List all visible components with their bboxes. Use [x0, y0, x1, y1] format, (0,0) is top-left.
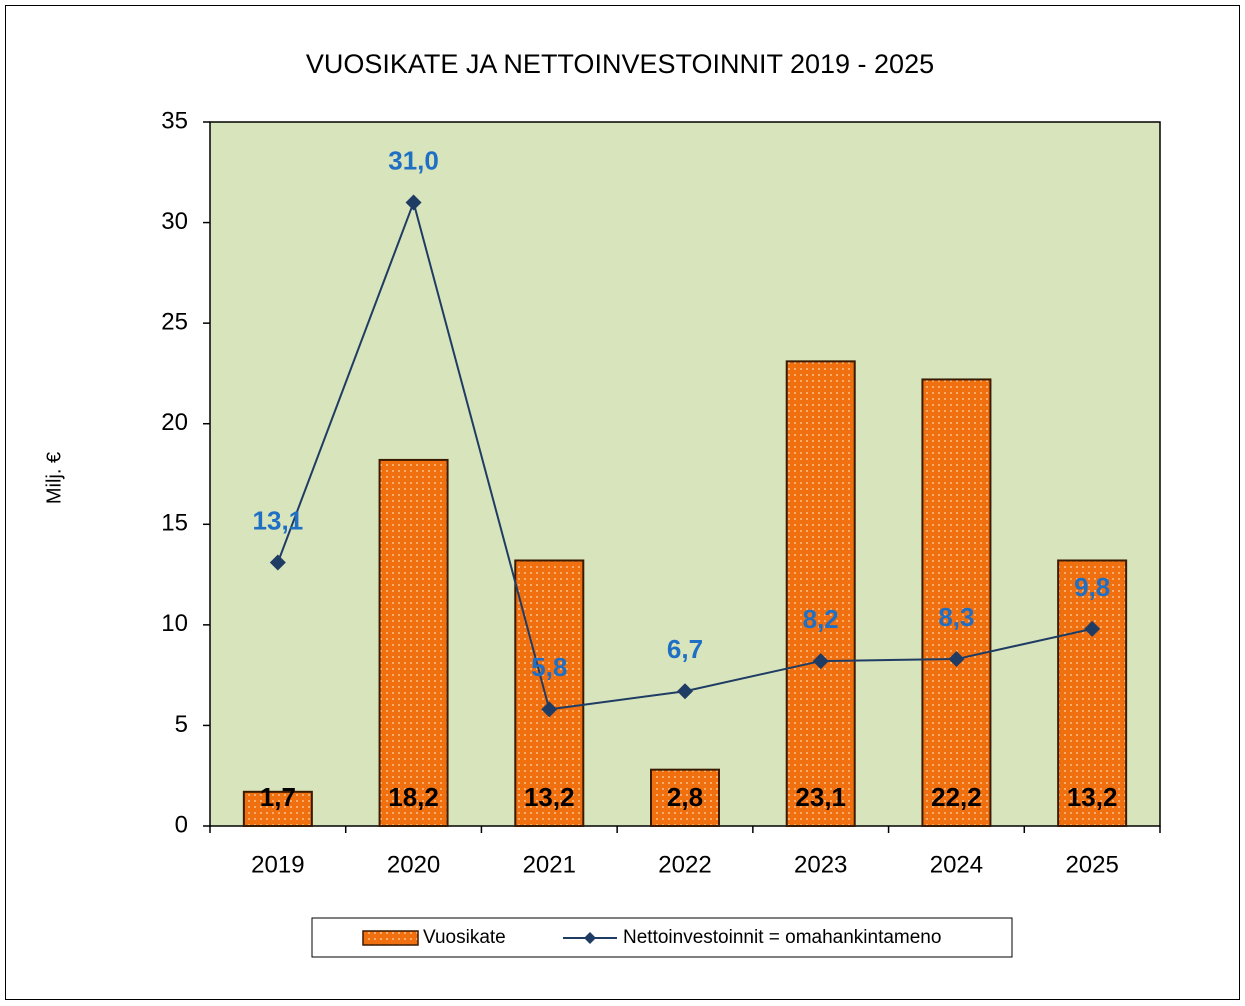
bar	[785, 360, 856, 827]
bar-value-label: 13,2	[1067, 782, 1118, 812]
x-tick-label: 2024	[930, 851, 983, 878]
line-marker	[269, 554, 286, 571]
bar-value-label: 1,7	[260, 782, 296, 812]
line-value-label: 8,3	[938, 602, 974, 632]
bar	[1057, 559, 1128, 828]
legend-label: Vuosikate	[423, 927, 506, 948]
line-marker	[812, 653, 829, 670]
line-marker	[541, 701, 558, 718]
bar-value-label: 13,2	[524, 782, 575, 812]
legend	[311, 917, 1013, 958]
bar-value-label: 22,2	[931, 782, 982, 812]
bar	[378, 458, 449, 827]
line-value-label: 5,8	[531, 652, 567, 682]
legend-label: Nettoinvestoinnit = omahankintameno	[623, 927, 941, 948]
bar-value-label: 2,8	[667, 782, 703, 812]
line-marker	[948, 651, 965, 668]
y-tick-label: 25	[161, 308, 188, 335]
x-tick-label: 2020	[387, 851, 440, 878]
y-tick-label: 35	[161, 107, 188, 134]
bar	[242, 790, 313, 828]
plot-area	[209, 121, 1161, 827]
legend-swatch-marker	[584, 932, 596, 944]
line-value-label: 8,2	[803, 604, 839, 634]
y-tick-label: 30	[161, 208, 188, 235]
line-marker	[1084, 620, 1101, 637]
bar-value-label: 23,1	[795, 782, 846, 812]
x-tick-label: 2023	[794, 851, 847, 878]
bar	[921, 378, 992, 827]
bar	[514, 559, 585, 828]
x-tick-label: 2025	[1065, 851, 1118, 878]
y-tick-label: 0	[175, 811, 188, 838]
line-value-label: 6,7	[667, 634, 703, 664]
line-value-label: 9,8	[1074, 572, 1110, 602]
y-tick-label: 15	[161, 510, 188, 537]
x-tick-label: 2021	[523, 851, 576, 878]
line-marker	[677, 683, 693, 700]
y-axis-label: Milj. €	[43, 452, 65, 504]
line-marker	[405, 194, 422, 211]
x-tick-label: 2022	[658, 851, 711, 878]
bar-value-label: 18,2	[388, 782, 439, 812]
bar	[650, 768, 720, 827]
y-tick-label: 10	[161, 610, 188, 637]
x-tick-label: 2019	[251, 851, 304, 878]
chart-title: VUOSIKATE JA NETTOINVESTOINNIT 2019 - 20…	[306, 49, 934, 79]
line-value-label: 31,0	[388, 145, 439, 175]
legend-swatch	[362, 930, 419, 946]
line-value-label: 13,1	[253, 505, 304, 535]
y-tick-label: 20	[161, 409, 188, 436]
y-tick-label: 5	[175, 711, 188, 738]
